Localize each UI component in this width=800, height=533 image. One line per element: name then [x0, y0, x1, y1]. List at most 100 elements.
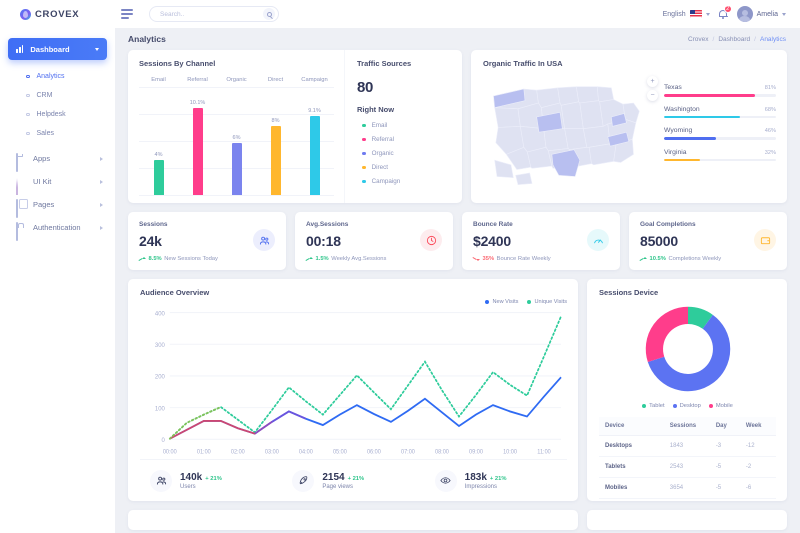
- footer-stat-label: Page views: [322, 483, 354, 490]
- breadcrumb-item-crovex[interactable]: Crovex: [687, 35, 709, 43]
- footer-stat-percent: + 21%: [347, 475, 365, 482]
- table-cell: Tablets: [599, 456, 670, 478]
- bar[interactable]: [153, 160, 164, 195]
- donut-legend: Tablet Desktop Mobile: [599, 403, 776, 409]
- zoom-out-button[interactable]: −: [647, 90, 658, 101]
- footer-stat-value: 2154: [322, 471, 345, 483]
- zoom-in-button[interactable]: +: [647, 76, 658, 87]
- bullet-icon: [26, 74, 30, 79]
- state-progress-row: Texas 81%: [664, 84, 776, 97]
- sidebar-item-analytics[interactable]: Analytics: [0, 67, 115, 86]
- footer-stat-value: 183k: [464, 471, 487, 483]
- donut-slice-tablet[interactable]: [686, 306, 713, 330]
- state-wyoming: [536, 111, 563, 133]
- stat-value: $2400: [473, 233, 511, 249]
- state-washington: [493, 88, 526, 109]
- bullet-icon: [26, 112, 30, 117]
- notifications-button[interactable]: 2: [718, 5, 732, 20]
- bar[interactable]: [231, 143, 242, 195]
- legend-color-dot: [672, 404, 677, 408]
- notification-badge: 2: [723, 5, 732, 13]
- legend-label: Direct: [371, 164, 389, 171]
- gauge-icon: [587, 229, 609, 251]
- legend-color-dot: [642, 404, 647, 408]
- stat-delta: 1.5% Weekly Avg.Sessions: [306, 256, 442, 262]
- line-chart-legend: New Visits Unique Visits: [140, 299, 567, 305]
- line-chart: 0 100 200 300 400 00:00 01:00 02:00 03:00 04:00 05…: [140, 306, 567, 459]
- legend-item[interactable]: Tablet: [642, 403, 665, 409]
- sidebar-item-authentication[interactable]: Authentication: [0, 216, 115, 241]
- breadcrumb: Crovex / Dashboard / Analytics: [688, 36, 786, 43]
- row-charts: Sessions By Channel Email Referral Organic…: [115, 50, 800, 203]
- bell-icon: [718, 9, 728, 20]
- table-cell: -3: [715, 435, 746, 457]
- usa-map[interactable]: [483, 72, 658, 190]
- search-input[interactable]: [160, 10, 263, 18]
- state-virginia: [607, 131, 630, 147]
- donut-slice-mobile[interactable]: [645, 306, 689, 363]
- legend-item[interactable]: Mobile: [708, 403, 733, 409]
- breadcrumb-item-analytics: Analytics: [759, 35, 786, 43]
- bar[interactable]: [309, 116, 320, 195]
- sidebar-item-label: Authentication: [33, 223, 81, 232]
- bar[interactable]: [270, 125, 281, 195]
- bar-column[interactable]: 4%: [139, 87, 178, 195]
- legend-item[interactable]: Desktop: [672, 403, 701, 409]
- bar-value-label: 4%: [154, 152, 163, 159]
- legend-label: New Visits: [492, 299, 519, 305]
- breadcrumb-separator: /: [754, 35, 756, 43]
- legend-label: Mobile: [715, 403, 733, 409]
- table-row: Mobiles 3654 -5 -6: [599, 477, 776, 499]
- card-title: Audience Overview: [140, 288, 210, 297]
- sidebar-item-label: Sales: [36, 130, 55, 137]
- brand-name: CROVEX: [35, 8, 80, 20]
- sidebar-item-sales[interactable]: Sales: [0, 124, 115, 143]
- stat-label: Avg.Sessions: [306, 221, 349, 228]
- user-menu[interactable]: Amelia: [736, 6, 786, 22]
- legend-item[interactable]: Referral: [357, 136, 452, 143]
- donut-slice-desktop[interactable]: [647, 314, 730, 392]
- bar-column[interactable]: 8%: [256, 87, 295, 195]
- sidebar-item-crm[interactable]: CRM: [0, 86, 115, 105]
- language-selector[interactable]: English: [663, 10, 710, 18]
- legend-item[interactable]: Email: [357, 122, 452, 129]
- search-box[interactable]: [149, 6, 279, 22]
- sidebar-item-helpdesk[interactable]: Helpdesk: [0, 105, 115, 124]
- card-title: Sessions By Channel: [139, 59, 216, 68]
- card-title: Sessions Device: [599, 288, 659, 297]
- legend-item[interactable]: New Visits: [485, 299, 518, 305]
- donut-chart-wrap: [599, 301, 776, 397]
- bar-column[interactable]: 6%: [217, 87, 256, 195]
- legend-item[interactable]: Campaign: [357, 178, 452, 185]
- legend-color-dot: [362, 179, 366, 184]
- legend-item[interactable]: Organic: [357, 150, 452, 157]
- breadcrumb-separator: /: [712, 35, 715, 43]
- bar-value-label: 10.1%: [189, 99, 206, 106]
- bar-column[interactable]: 9.1%: [295, 87, 334, 195]
- line-series-unique-visits: [168, 315, 562, 440]
- menu-toggle-icon[interactable]: [121, 6, 137, 22]
- stat-label: Bounce Rate: [473, 221, 513, 228]
- row-partial-cards: [115, 510, 800, 530]
- bar[interactable]: [192, 107, 203, 195]
- bar-column[interactable]: 10.1%: [178, 87, 217, 195]
- legend-color-dot: [362, 137, 366, 142]
- footer-stat-percent: + 21%: [205, 475, 222, 482]
- x-axis-tick: 06:00: [367, 449, 382, 455]
- breadcrumb-item-dashboard[interactable]: Dashboard: [718, 35, 751, 43]
- legend-item[interactable]: Direct: [357, 164, 452, 171]
- legend-color-dot: [527, 300, 532, 304]
- search-button[interactable]: [263, 8, 275, 20]
- map-body: + − Texas 81% Washington 68% Wyoming 46% Virgi…: [483, 70, 776, 195]
- users-icon: [150, 469, 172, 492]
- footer-stat: 2154 + 21% Page views: [282, 469, 424, 492]
- legend-item[interactable]: Unique Visits: [527, 299, 567, 305]
- sidebar-item-apps[interactable]: Apps: [0, 147, 115, 172]
- card-title: Organic Traffic In USA: [483, 59, 563, 68]
- sidebar-item-ui-kit[interactable]: UI Kit: [0, 170, 115, 195]
- sidebar-item-pages[interactable]: Pages: [0, 193, 115, 218]
- table-header-cell: Sessions: [669, 417, 716, 436]
- brand-logo-area[interactable]: CROVEX: [0, 0, 115, 28]
- sidebar-item-dashboard[interactable]: Dashboard: [8, 38, 107, 60]
